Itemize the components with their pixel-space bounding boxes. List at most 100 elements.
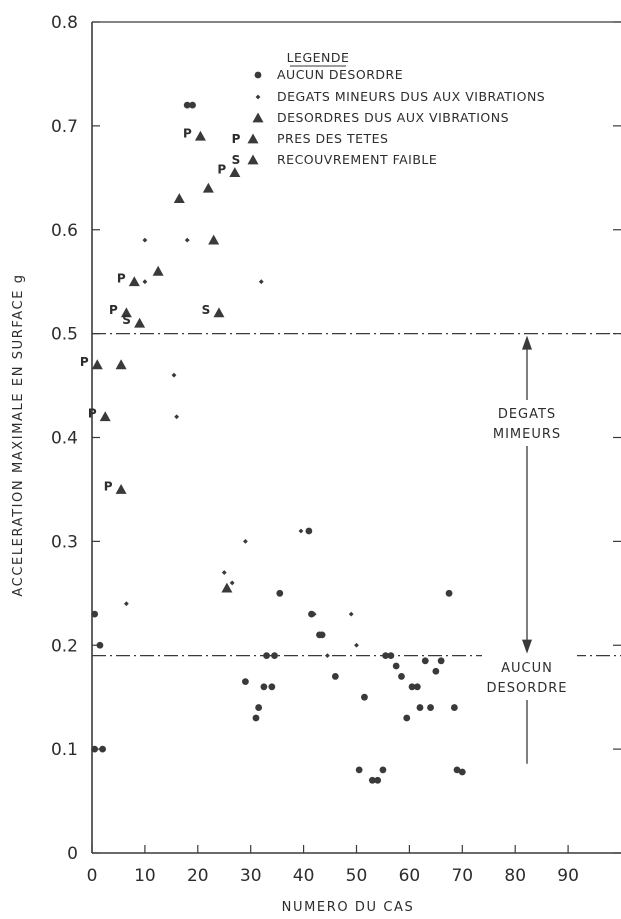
point-tag-label: P	[80, 355, 89, 369]
triangle-point	[134, 317, 146, 328]
triangle-point	[194, 130, 206, 141]
point-tag-label: P	[104, 479, 113, 493]
diamond-point	[184, 237, 190, 243]
circle-point	[260, 683, 268, 691]
triangle-point	[221, 582, 233, 593]
point-tag-label: S	[122, 313, 131, 327]
triangle-point	[115, 483, 127, 494]
triangle-point	[213, 307, 225, 318]
circle-point	[398, 673, 405, 680]
circle-point	[355, 766, 363, 774]
circle-point	[242, 678, 249, 686]
diamond-point	[325, 653, 330, 659]
circle-point	[379, 766, 387, 774]
y-tick-label: 0.2	[51, 636, 78, 656]
legend-title: LEGENDE	[287, 50, 350, 65]
y-tick-label: 0.8	[51, 13, 78, 33]
annotation-aucun-line1: AUCUN	[501, 661, 553, 676]
circle-point	[387, 652, 395, 660]
x-axis-title: NUMERO DU CAS	[282, 900, 415, 915]
diamond-point	[171, 372, 177, 378]
x-tick-label: 90	[557, 866, 579, 886]
diamond-point	[123, 601, 129, 607]
y-tick-label: 0.3	[51, 532, 78, 552]
circle-point	[189, 101, 196, 109]
x-tick-label: 0	[87, 866, 98, 886]
legend-tag-label: S	[232, 153, 241, 167]
legend-label: RECOUVREMENT FAIBLE	[277, 152, 437, 167]
circle-point	[263, 652, 270, 660]
circle-point	[392, 662, 400, 670]
circle-point	[458, 768, 466, 776]
diamond-point	[142, 279, 148, 285]
annotation-backdrop	[480, 400, 575, 446]
diamond-point	[348, 611, 354, 617]
legend-tag-label: P	[232, 132, 241, 146]
annotation-degats-line1: DEGATS	[498, 407, 556, 422]
y-tick-label: 0.1	[51, 740, 78, 760]
circle-point	[255, 704, 263, 711]
diamond-point	[258, 279, 264, 285]
triangle-point	[229, 167, 241, 178]
point-tag-label: P	[117, 272, 126, 286]
x-tick-label: 10	[134, 866, 156, 886]
circle-point	[382, 652, 389, 660]
y-tick-label: 0	[67, 844, 78, 864]
circle-point	[374, 776, 382, 784]
point-tag-label: S	[202, 303, 211, 317]
legend-marker	[252, 112, 264, 123]
point-tag-label: P	[217, 163, 226, 177]
x-tick-label: 30	[240, 866, 262, 886]
diamond-point	[221, 570, 227, 575]
diamond-point	[229, 580, 235, 586]
legend-marker	[247, 133, 259, 144]
arrow-head-down	[522, 639, 532, 654]
x-tick-label: 80	[504, 866, 526, 886]
legend-marker	[247, 154, 259, 165]
circle-point	[91, 745, 99, 753]
circle-point	[276, 589, 284, 597]
circle-point	[318, 631, 326, 639]
circle-point	[437, 657, 445, 665]
circle-point	[91, 610, 99, 618]
point-tag-label: P	[183, 126, 192, 140]
triangle-point	[173, 193, 185, 203]
triangle-point	[152, 265, 164, 276]
circle-point	[268, 683, 276, 691]
circle-point	[421, 657, 429, 665]
triangle-point	[99, 411, 111, 422]
triangle-point	[202, 182, 214, 193]
triangle-point	[91, 359, 103, 370]
circle-point	[427, 704, 434, 711]
x-tick-label: 50	[346, 866, 368, 886]
point-tag-label: P	[88, 407, 97, 421]
diamond-point	[354, 642, 359, 648]
circle-point	[183, 101, 191, 109]
point-tag-label: P	[109, 303, 118, 317]
legend-label: AUCUN DESORDRE	[277, 67, 403, 82]
circle-point	[361, 693, 368, 701]
circle-point	[368, 776, 376, 784]
arrow-head-up	[522, 335, 532, 350]
annotation-aucun-line2: DESORDRE	[487, 681, 568, 696]
y-tick-label: 0.5	[51, 325, 78, 345]
circle-point	[271, 652, 278, 660]
diamond-point	[311, 611, 317, 617]
triangle-point	[208, 234, 220, 245]
circle-point	[408, 683, 416, 691]
y-axis-title: ACCELERATION MAXIMALE EN SURFACE g	[11, 273, 26, 596]
legend-marker	[254, 71, 262, 79]
annotation-backdrop	[482, 654, 577, 700]
circle-point	[445, 589, 453, 597]
circle-point	[403, 714, 411, 722]
y-tick-label: 0.4	[51, 429, 78, 449]
circle-point	[331, 673, 339, 680]
circle-point	[99, 745, 106, 753]
legend-marker	[255, 94, 261, 100]
circle-point	[453, 766, 461, 774]
diamond-point	[298, 528, 304, 534]
circle-point	[252, 714, 260, 722]
annotation-degats-line2: MIMEURS	[493, 427, 561, 442]
x-tick-label: 70	[451, 866, 473, 886]
diamond-point	[243, 538, 248, 544]
